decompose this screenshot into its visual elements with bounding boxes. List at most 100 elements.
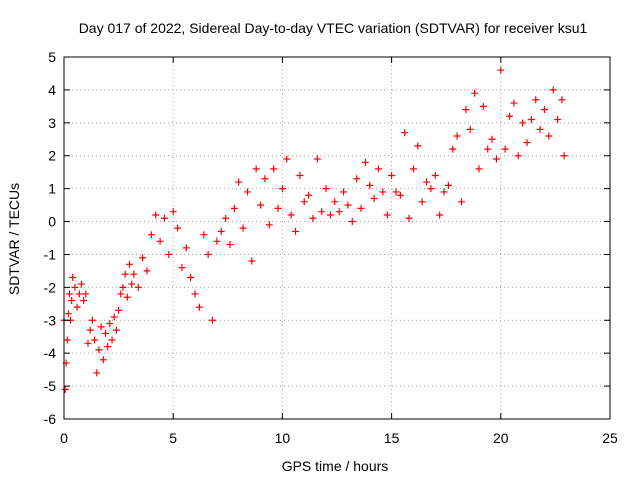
- data-point: [187, 273, 195, 281]
- data-point: [115, 306, 123, 314]
- data-point: [353, 175, 361, 183]
- data-point: [449, 145, 457, 153]
- data-point: [388, 171, 396, 179]
- data-point: [357, 204, 365, 212]
- data-point: [309, 214, 317, 222]
- data-point: [104, 343, 112, 351]
- data-point: [169, 208, 177, 216]
- data-point: [313, 155, 321, 163]
- data-point: [108, 336, 116, 344]
- data-point: [64, 310, 72, 318]
- y-tick-label: 2: [48, 148, 56, 164]
- data-point: [409, 165, 417, 173]
- data-point: [156, 237, 164, 245]
- data-point: [130, 270, 138, 278]
- x-tick-label: 10: [275, 430, 291, 446]
- data-point: [128, 280, 136, 288]
- data-point: [97, 323, 105, 331]
- y-tick-label: -6: [44, 411, 57, 427]
- data-point: [560, 152, 568, 160]
- data-point: [322, 185, 330, 193]
- data-point: [239, 224, 247, 232]
- x-tick-label: 25: [602, 430, 618, 446]
- data-point: [86, 326, 94, 334]
- data-point: [418, 198, 426, 206]
- data-point: [431, 171, 439, 179]
- data-point: [73, 303, 81, 311]
- data-point: [101, 329, 109, 337]
- data-point: [305, 191, 313, 199]
- data-point: [444, 181, 452, 189]
- data-point: [492, 155, 500, 163]
- data-point: [126, 260, 134, 268]
- data-point: [488, 135, 496, 143]
- data-point: [95, 346, 103, 354]
- data-point: [527, 116, 535, 124]
- chart-title: Day 017 of 2022, Sidereal Day-to-day VTE…: [79, 20, 588, 36]
- y-tick-label: -5: [44, 378, 57, 394]
- data-point: [243, 188, 251, 196]
- data-point: [344, 201, 352, 209]
- data-point: [178, 264, 186, 272]
- data-point: [283, 155, 291, 163]
- data-point: [501, 145, 509, 153]
- data-point: [348, 218, 356, 226]
- data-point: [121, 270, 129, 278]
- data-point: [226, 241, 234, 249]
- data-point: [88, 316, 96, 324]
- data-point: [506, 112, 514, 120]
- data-point: [392, 188, 400, 196]
- data-point: [545, 132, 553, 140]
- data-point: [143, 267, 151, 275]
- data-point: [139, 254, 147, 262]
- data-point: [540, 106, 548, 114]
- data-point: [110, 313, 118, 321]
- plot-area-frame: [63, 56, 611, 420]
- data-point: [257, 201, 265, 209]
- data-point: [71, 283, 79, 291]
- data-point: [217, 227, 225, 235]
- data-point: [261, 175, 269, 183]
- data-point: [300, 198, 308, 206]
- data-point: [370, 195, 378, 203]
- data-point: [123, 293, 131, 301]
- data-point: [462, 106, 470, 114]
- data-point: [396, 191, 404, 199]
- data-point: [80, 297, 88, 305]
- data-point: [292, 227, 300, 235]
- data-point: [134, 283, 142, 291]
- y-tick-label: 1: [48, 181, 56, 197]
- data-point: [195, 303, 203, 311]
- data-point: [475, 165, 483, 173]
- data-point: [405, 214, 413, 222]
- y-tick-label: -1: [44, 246, 57, 262]
- data-point: [497, 66, 505, 74]
- data-point: [112, 326, 120, 334]
- data-point: [84, 339, 92, 347]
- data-point: [160, 214, 168, 222]
- data-point: [523, 139, 531, 147]
- data-point: [471, 89, 479, 97]
- y-tick-label: 3: [48, 115, 56, 131]
- data-point: [93, 369, 101, 377]
- data-point: [374, 165, 382, 173]
- data-point: [457, 198, 465, 206]
- y-tick-label: -4: [44, 345, 57, 361]
- y-tick-label: 0: [48, 214, 56, 230]
- data-point: [383, 211, 391, 219]
- data-point: [549, 86, 557, 94]
- y-tick-label: -2: [44, 279, 57, 295]
- data-point: [379, 188, 387, 196]
- data-point: [466, 125, 474, 133]
- data-point: [165, 250, 173, 258]
- data-point: [401, 129, 409, 137]
- data-point: [75, 290, 83, 298]
- data-point: [479, 102, 487, 110]
- series-sdtvar-ksu1: [60, 66, 568, 393]
- data-point: [318, 208, 326, 216]
- data-point: [554, 116, 562, 124]
- data-point: [117, 290, 125, 298]
- data-point: [69, 273, 77, 281]
- data-point: [326, 211, 334, 219]
- y-tick-label: 4: [48, 82, 56, 98]
